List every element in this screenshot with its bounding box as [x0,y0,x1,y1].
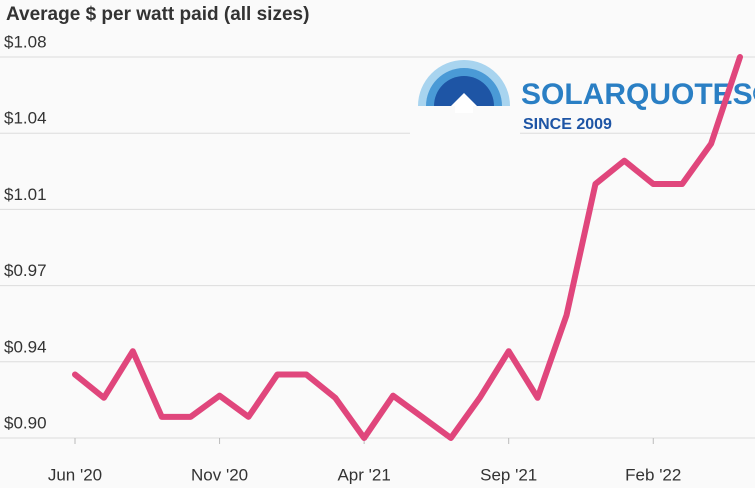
y-tick-label: $1.04 [4,109,47,128]
logo-mask [410,106,520,154]
logo: SOLARQUOTES® SINCE 2009 [410,60,755,154]
x-tick-label: Apr '21 [337,465,390,484]
x-tick-label: Jun '20 [48,465,102,484]
y-tick-label: $1.01 [4,185,47,204]
y-tick-label: $1.08 [4,32,47,51]
logo-house [451,93,477,113]
y-tick-label: $0.94 [4,337,47,356]
y-tick-label: $0.97 [4,261,47,280]
x-tick-label: Nov '20 [191,465,248,484]
y-tick-label: $0.90 [4,413,47,432]
logo-name: SOLARQUOTES® [521,78,755,111]
x-tick-label: Sep '21 [480,465,537,484]
x-tick-label: Feb '22 [625,465,681,484]
line [72,54,743,441]
logo-since: SINCE 2009 [523,116,612,133]
chart-title: Average $ per watt paid (all sizes) [6,4,309,25]
